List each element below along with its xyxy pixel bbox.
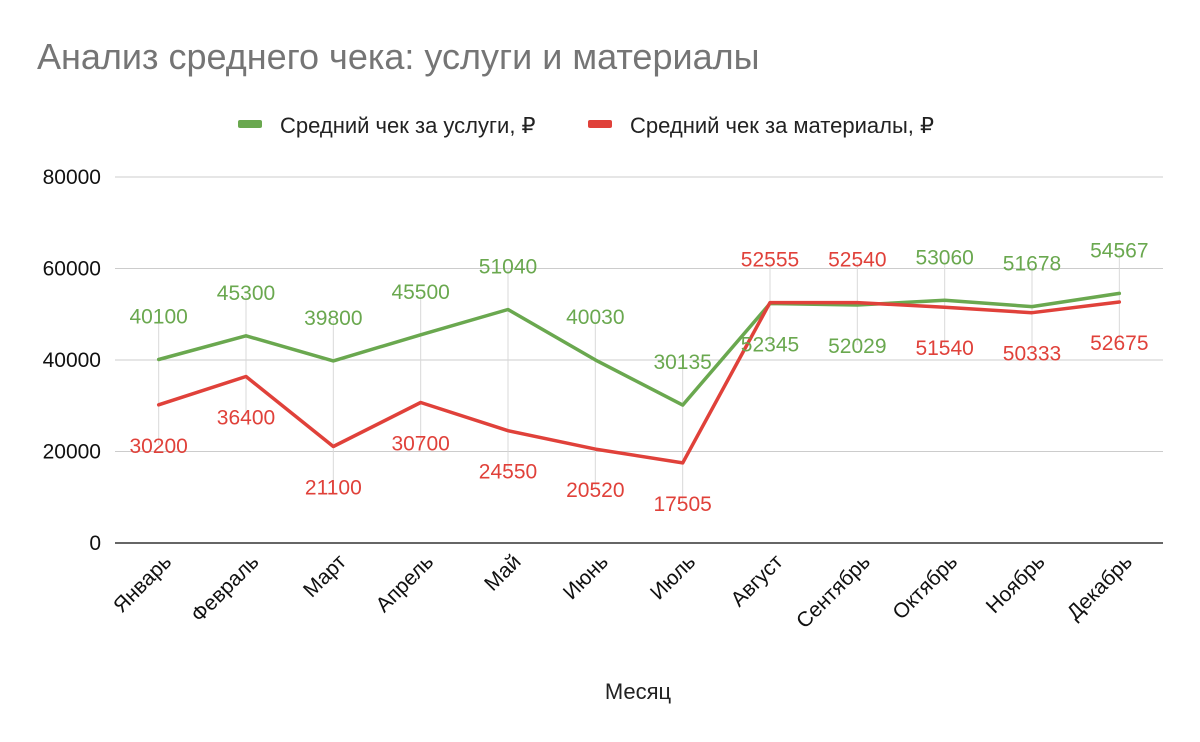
data-labels: 40100 30200 45300 36400 39800 21100 45500 30700… — [129, 239, 1148, 516]
data-label-materials: 21100 — [305, 476, 362, 499]
data-label-materials: 36400 — [217, 406, 275, 429]
data-label-services: 51040 — [479, 255, 537, 278]
series-line-services — [156, 291, 1122, 407]
label-leader-lines — [158, 253, 1120, 503]
legend-swatch-materials — [588, 120, 612, 128]
legend-label-services: Средний чек за услуги, ₽ — [280, 113, 536, 138]
x-tick-label: Август — [727, 550, 788, 611]
x-tick-label: Апрель — [372, 550, 439, 617]
data-label-services: 45300 — [217, 282, 275, 305]
legend-swatch-services — [238, 120, 262, 128]
data-label-services: 54567 — [1090, 239, 1148, 262]
y-tick-label: 0 — [89, 532, 101, 555]
x-tick-label: Декабрь — [1063, 550, 1137, 624]
gridlines — [115, 176, 1163, 544]
x-tick-label: Январь — [109, 550, 176, 617]
data-label-services: 52345 — [741, 334, 799, 357]
data-label-services: 52029 — [828, 335, 886, 358]
series-line-materials — [156, 300, 1122, 465]
x-tick-label: Март — [299, 550, 351, 602]
data-label-materials: 30700 — [391, 433, 449, 456]
y-tick-labels: 0 20000 40000 60000 80000 — [43, 166, 101, 555]
data-label-materials: 20520 — [566, 479, 624, 502]
x-axis-title: Месяц — [605, 679, 672, 704]
data-label-materials: 17505 — [653, 493, 711, 516]
data-label-services: 30135 — [653, 351, 711, 374]
data-label-services: 51678 — [1003, 253, 1061, 276]
x-tick-label: Ноябрь — [982, 550, 1050, 618]
legend: Средний чек за услуги, ₽ Средний чек за … — [0, 109, 1200, 139]
chart-title: Анализ среднего чека: услуги и материалы — [37, 36, 760, 77]
y-tick-label: 20000 — [43, 441, 101, 464]
data-label-services: 40030 — [566, 306, 624, 329]
x-tick-label: Июнь — [559, 550, 613, 604]
data-label-materials: 51540 — [915, 337, 973, 360]
x-tick-label: Сентябрь — [792, 550, 875, 633]
data-label-materials: 50333 — [1003, 343, 1061, 366]
data-label-materials: 30200 — [129, 435, 187, 458]
y-tick-label: 80000 — [43, 166, 101, 189]
y-tick-label: 40000 — [43, 349, 101, 372]
legend-label-materials: Средний чек за материалы, ₽ — [630, 113, 934, 138]
x-tick-label: Май — [480, 550, 525, 595]
data-label-materials: 52675 — [1090, 332, 1148, 355]
data-label-services: 40100 — [129, 306, 187, 329]
x-tick-labels: Январь Февраль Март Апрель Май Июнь Июль Август… — [109, 550, 1137, 633]
x-tick-label: Февраль — [187, 550, 264, 627]
data-label-services: 53060 — [915, 246, 973, 269]
data-label-services: 45500 — [391, 281, 449, 304]
y-tick-label: 60000 — [43, 258, 101, 281]
data-label-materials: 52555 — [741, 249, 799, 272]
x-tick-label: Октябрь — [888, 550, 962, 624]
x-tick-label: Июль — [646, 550, 700, 604]
data-label-materials: 52540 — [828, 249, 886, 272]
data-label-materials: 24550 — [479, 461, 537, 484]
data-label-services: 39800 — [304, 307, 362, 330]
series-lines — [156, 291, 1122, 465]
